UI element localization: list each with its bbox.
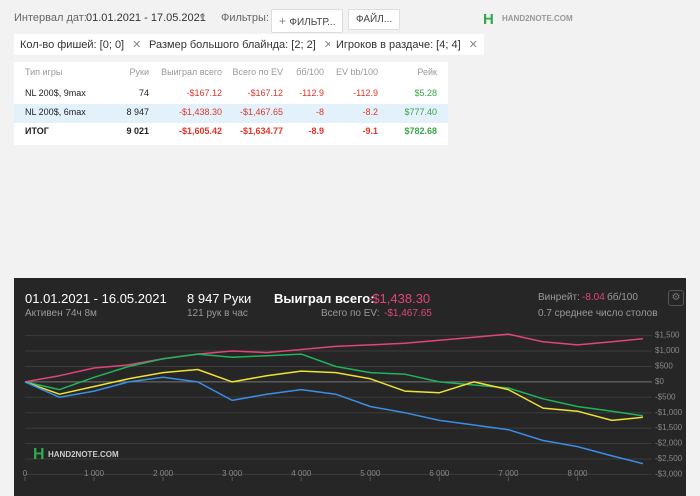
- stats-table: Тип игры Руки Выиграл всего Всего по EV бб/1…: [14, 62, 448, 145]
- y-tick-label: $500: [655, 362, 673, 371]
- column-header: EV bb/100: [335, 67, 378, 77]
- table-cell: NL 200$, 9max: [25, 88, 86, 98]
- table-cell: -$1,438.30: [178, 107, 222, 117]
- x-tick-label: 8 000: [567, 469, 588, 478]
- table-cell: 9 021: [126, 126, 149, 136]
- won-label: Выиграл всего:: [274, 291, 375, 306]
- table-cell: -112.9: [299, 88, 324, 98]
- series-line: [24, 376, 644, 465]
- y-tick-label: -$2,000: [655, 439, 683, 448]
- y-tick-label: $1,000: [655, 346, 680, 355]
- table-cell: NL 200$, 6max: [25, 107, 86, 117]
- plus-icon: +: [279, 14, 290, 28]
- x-tick-label: 5 000: [360, 469, 381, 478]
- chip-close[interactable]: ✕: [132, 39, 142, 51]
- tables: 0.7 среднее число столов: [538, 308, 658, 319]
- chart: $1,500 $1,000 $500 $0 -$500 -$1,000 -$1,500 -$2…: [23, 331, 683, 481]
- table-cell: -$1,634.77: [239, 126, 283, 136]
- table-cell: -9.1: [362, 126, 378, 136]
- dates: 01.01.2021 - 16.05.2021: [25, 291, 167, 306]
- ev-label: Всего по EV:: [321, 308, 380, 319]
- table-cell: -$167.12: [247, 88, 283, 98]
- chip-text: Размер большого блайнда: [2; 2]: [149, 39, 316, 51]
- active: Активен 74ч 8м: [25, 308, 97, 319]
- ev: -$1,467.65: [384, 308, 432, 319]
- column-header: Всего по EV: [232, 67, 283, 77]
- table-cell: 8 947: [126, 107, 149, 117]
- table-cell: -$167.12: [186, 88, 222, 98]
- y-tick-label: $1,500: [655, 331, 680, 340]
- x-tick-label: 6 000: [429, 469, 450, 478]
- filter-chip[interactable]: Размер большого блайнда: [2; 2] ✕: [143, 34, 339, 55]
- table-cell: $777.40: [404, 107, 437, 117]
- chip-text: Кол-во фишей: [0; 0]: [20, 39, 125, 51]
- column-header: Рейк: [417, 67, 437, 77]
- x-tick-label: 4 000: [291, 469, 312, 478]
- chart-logo: HAND2NOTE.COM: [48, 450, 119, 459]
- table-cell: -8: [315, 107, 324, 117]
- table-cell: -112.9: [353, 88, 378, 98]
- winrate: -8.04: [582, 292, 605, 303]
- logo: HAND2NOTE.COM: [502, 14, 573, 23]
- y-tick-label: -$1,000: [655, 408, 683, 417]
- series-line: [24, 333, 643, 383]
- table-cell: ИТОГ: [25, 126, 49, 136]
- hands: 8 947 Руки: [187, 291, 252, 306]
- won: -$1,438.30: [368, 291, 431, 306]
- filter-button[interactable]: + ФИЛЬТР...: [271, 9, 344, 33]
- chart-logo-icon: H: [33, 446, 45, 463]
- column-header: Выиграл всего: [161, 67, 222, 77]
- files-button[interactable]: ФАЙЛ...: [348, 9, 401, 30]
- filter-chip[interactable]: Кол-во фишей: [0; 0] ✕: [14, 34, 148, 55]
- table-cell: -$1,467.65: [239, 107, 283, 117]
- graph-panel: 01.01.2021 - 16.05.2021 8 947 Руки Выигр…: [14, 278, 686, 496]
- table-cell: -8.9: [308, 126, 324, 136]
- interval-label: Интервал дат:: [14, 12, 87, 24]
- series-line: [24, 353, 644, 417]
- y-tick-label: -$2,500: [655, 454, 683, 463]
- series-line: [24, 368, 643, 422]
- table-cell: -8.2: [362, 107, 378, 117]
- x-tick-label: 3 000: [222, 469, 243, 478]
- per-hour: 121 рук в час: [187, 308, 248, 319]
- y-tick-label: $0: [655, 377, 664, 386]
- x-tick-label: 2 000: [153, 469, 174, 478]
- table-cell: $782.68: [404, 126, 437, 136]
- y-tick-label: -$3,000: [655, 469, 683, 478]
- y-tick-label: -$1,500: [655, 423, 683, 432]
- dropdown-arrow[interactable]: ▼: [198, 12, 207, 22]
- chip-text: Игроков в раздаче: [4; 4]: [336, 39, 461, 51]
- table-cell: 74: [138, 88, 149, 98]
- x-tick-label: 0: [23, 469, 28, 478]
- x-tick-label: 1 000: [84, 469, 105, 478]
- chip-close[interactable]: ✕: [468, 39, 478, 51]
- row-highlight[interactable]: [14, 104, 448, 123]
- column-header: бб/100: [296, 67, 324, 77]
- filters-label: Фильтры:: [221, 12, 269, 24]
- filter-text: ФИЛЬТР...: [289, 17, 336, 28]
- winrate-label: Винрейт:: [538, 292, 580, 303]
- table-cell: -$1,605.42: [178, 126, 222, 136]
- table-cell: $5.28: [414, 88, 437, 98]
- x-tick-label: 7 000: [498, 469, 519, 478]
- filter-chip[interactable]: Игроков в раздаче: [4; 4] ✕: [330, 34, 484, 55]
- winrate-unit: бб/100: [607, 292, 638, 303]
- chip-close[interactable]: ✕: [323, 39, 333, 51]
- settings-icon[interactable]: ⚙: [668, 290, 684, 306]
- logo-icon: H: [483, 11, 494, 28]
- column-header: Тип игры: [25, 67, 63, 77]
- interval[interactable]: 01.01.2021 - 17.05.2021: [86, 12, 206, 24]
- column-header: Руки: [129, 67, 149, 77]
- y-tick-label: -$500: [655, 392, 676, 401]
